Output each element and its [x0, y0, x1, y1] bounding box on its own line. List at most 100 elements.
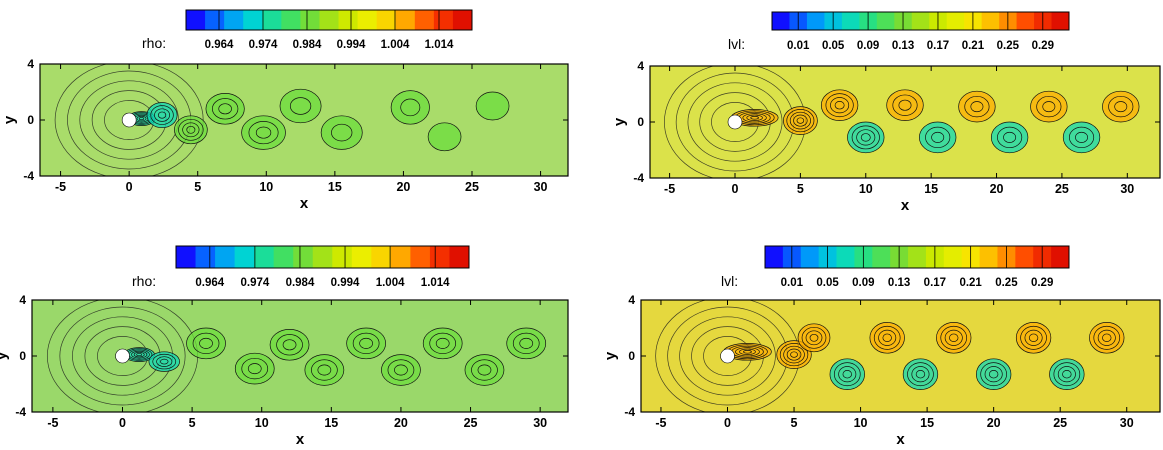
- colorbar-cell: [872, 246, 891, 268]
- contour-line: [311, 359, 338, 381]
- contour-line: [1097, 329, 1116, 346]
- panel-4: lvl: 0.01 0.05 0.09 0.13 0.17 0.21 0.25 0.29 -5 0 5…: [602, 245, 1161, 448]
- contour-line: [735, 347, 760, 357]
- contour-line: [925, 126, 951, 149]
- y-tick-label: 0: [27, 113, 34, 127]
- contour-line: [148, 351, 180, 372]
- x-tick-label: 0: [119, 416, 126, 430]
- contour-line: [869, 322, 905, 354]
- vortex-fill: [346, 328, 386, 359]
- contour-line: [796, 117, 805, 124]
- x-tick-label: -5: [655, 416, 666, 430]
- contour-line: [1093, 325, 1121, 350]
- contour-line: [154, 108, 170, 122]
- contour-line: [429, 332, 457, 355]
- contour-line: [427, 122, 462, 152]
- contour-line: [279, 88, 322, 124]
- vortex-fill: [280, 89, 322, 123]
- vortex-fill: [304, 354, 344, 386]
- contour-line: [152, 353, 177, 370]
- contour-line: [422, 327, 463, 360]
- contour-line: [739, 348, 756, 355]
- y-axis-label: y: [1, 115, 18, 124]
- contour-line: [911, 366, 930, 383]
- plot-area: [641, 300, 1160, 412]
- plot-area: [40, 64, 568, 176]
- vortex-fill: [205, 93, 245, 125]
- colorbar-cell: [338, 10, 359, 30]
- vortex-fill: [919, 121, 956, 153]
- vortex-fill: [1049, 358, 1085, 390]
- colorbar-cell: [414, 10, 435, 30]
- contour-line: [964, 95, 990, 118]
- contour-line: [248, 121, 279, 145]
- contour-line: [199, 337, 213, 349]
- contour-line: [289, 97, 312, 115]
- y-axis-label: y: [602, 351, 619, 360]
- vortex-fill: [783, 106, 818, 135]
- colorbar-cell: [176, 246, 197, 268]
- contour-line: [936, 322, 972, 354]
- x-axis-label: x: [296, 431, 305, 448]
- x-tick-label: 15: [328, 180, 342, 194]
- contour-line: [205, 93, 245, 125]
- vortex-fill: [235, 353, 275, 384]
- contour-line: [809, 333, 819, 342]
- colorbar-cell: [911, 12, 930, 30]
- panel-1: rho: 0.964 0.974 0.984 0.994 1.004 1.014 -5 0 5 10…: [1, 9, 569, 212]
- contour-line: [919, 121, 957, 154]
- colorbar-cell: [332, 246, 353, 268]
- colorbar-cell: [429, 246, 450, 268]
- legend-tick-label: 0.974: [240, 277, 269, 289]
- contour-line: [1114, 101, 1128, 113]
- legend-prefix: lvl:: [721, 273, 738, 289]
- colorbar-frame: [175, 245, 470, 269]
- x-tick-label: -5: [55, 180, 66, 194]
- contour-line: [915, 370, 926, 379]
- legend-prefix: rho:: [142, 35, 166, 51]
- legend-tick-label: 0.05: [822, 40, 845, 52]
- contour-line: [902, 358, 939, 390]
- contour-line: [1108, 95, 1134, 118]
- contour-line: [801, 326, 827, 349]
- vortex-fill: [991, 121, 1028, 153]
- x-tick-label: 10: [859, 182, 873, 196]
- legend-tick-label: 0.984: [293, 39, 322, 51]
- vortex-fill: [903, 358, 938, 390]
- vortex-fill: [847, 121, 885, 153]
- colorbar-cell: [908, 246, 927, 268]
- contour-line: [54, 64, 204, 176]
- colorbar-cell: [186, 10, 206, 30]
- vortex-fill: [174, 115, 208, 144]
- x-tick-label: 30: [534, 180, 548, 194]
- colorbar-cell: [371, 246, 392, 268]
- x-tick-label: 25: [465, 180, 479, 194]
- colorbar-cell: [800, 246, 820, 268]
- contour-line: [847, 121, 885, 154]
- contour-line: [805, 330, 823, 346]
- contour-line: [834, 100, 845, 110]
- contour-line: [1049, 358, 1085, 390]
- contour-line: [1089, 322, 1125, 354]
- colorbar-cell: [979, 246, 998, 268]
- x-tick-label: 10: [854, 416, 868, 430]
- contour-line: [984, 366, 1003, 383]
- colorbar-cell: [351, 246, 372, 268]
- colorbar-frame: [764, 245, 1070, 269]
- legend-tick-label: 0.25: [995, 277, 1018, 289]
- contour-line: [776, 340, 812, 369]
- contour-line: [247, 363, 262, 375]
- contour-line: [750, 116, 759, 120]
- legend-tick-label: 0.09: [852, 277, 874, 289]
- vortex-fill: [936, 322, 972, 354]
- contour-line: [59, 306, 186, 406]
- colorbar-cell: [254, 246, 275, 268]
- x-tick-label: 25: [1053, 416, 1067, 430]
- contour-line: [892, 94, 918, 116]
- legend-tick-label: 0.05: [816, 277, 839, 289]
- contour-line: [833, 362, 861, 387]
- contour-line: [174, 115, 208, 145]
- x-tick-label: 5: [189, 416, 196, 430]
- vortex-fill: [1016, 322, 1051, 354]
- panel-2: lvl: 0.01 0.05 0.09 0.13 0.17 0.21 0.25 0.29 -5 0 5…: [611, 11, 1161, 214]
